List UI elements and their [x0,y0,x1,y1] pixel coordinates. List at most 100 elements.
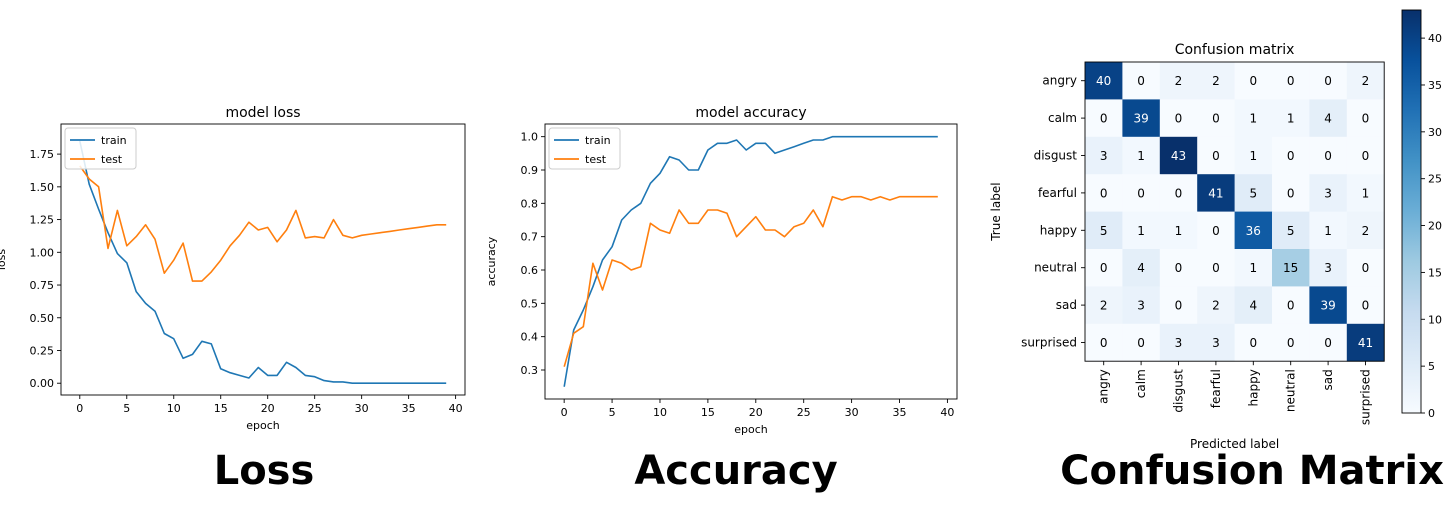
cell-value: 3 [1175,336,1183,350]
matrix-cell [1122,174,1161,212]
matrix-cell [1197,323,1235,362]
cell-value: 5 [1100,224,1108,238]
cell-value: 2 [1212,74,1220,88]
y-tick-label: 0.25 [30,344,55,357]
matrix-cell [1085,174,1123,212]
series-line-test [79,165,447,282]
cell-value: 0 [1175,299,1183,313]
matrix-cell [1346,136,1385,175]
colorbar-tick-label: 40 [1428,32,1442,45]
y-tick-label: 0.75 [30,279,55,292]
matrix-cell [1159,99,1198,138]
x-tick-label: 40 [940,406,954,419]
cell-value: 1 [1137,149,1145,163]
matrix-cell [1272,99,1310,138]
y-axis-label: True label [989,182,1003,241]
matrix-cell [1159,286,1198,325]
matrix-cell [1085,62,1123,100]
colorbar-tick-label: 35 [1428,79,1442,92]
matrix-cell [1309,99,1348,138]
colorbar-tick-label: 0 [1428,407,1435,420]
cell-value: 39 [1133,112,1148,126]
x-tick-label: surprised [1359,369,1373,425]
matrix-cell [1346,174,1385,212]
cell-value: 3 [1137,299,1145,313]
matrix-cell [1309,249,1348,287]
x-axis-label: Predicted label [1190,437,1279,451]
y-axis-label: loss [0,249,8,271]
x-tick-label: disgust [1172,369,1186,413]
accuracy-chart: model accuracy 0 5 10 15 20 25 30 35 40 0.3 0.4 0.5 0… [485,105,958,436]
cell-value: 1 [1137,224,1145,238]
cell-value: 0 [1287,186,1295,200]
cell-value: 0 [1287,149,1295,163]
cell-value: 0 [1362,112,1370,126]
cell-value: 0 [1212,112,1220,126]
matrix-cell [1346,99,1385,138]
cell-value: 43 [1171,149,1186,163]
matrix-cell [1272,136,1310,175]
cell-value: 0 [1137,74,1145,88]
cell-value: 1 [1249,112,1257,126]
cell-value: 0 [1362,149,1370,163]
matrix-cell [1234,99,1273,138]
matrix-cell [1122,99,1161,138]
x-tick-label: 25 [308,402,322,415]
series-line-test [563,195,938,367]
matrix-cell [1272,62,1310,100]
matrix-cell [1346,249,1385,287]
cell-value: 0 [1287,299,1295,313]
matrix-cell [1272,174,1310,212]
x-tick-label: fearful [1209,369,1223,408]
x-tick-label: happy [1246,369,1260,406]
plot-frame [60,123,466,396]
matrix-cell [1122,211,1161,250]
cell-value: 2 [1362,224,1370,238]
cell-value: 0 [1287,336,1295,350]
y-tick-label: 1.50 [30,181,55,194]
chart-title: model accuracy [695,105,806,121]
colorbar-tick-label: 5 [1428,360,1435,373]
matrix-cell [1272,323,1310,362]
legend: train test [548,127,621,170]
y-tick-label: 0.5 [521,297,539,310]
x-tick-label: neutral [1284,369,1298,412]
cell-value: 0 [1175,112,1183,126]
chart-title: Confusion matrix [1175,42,1295,58]
matrix-cell [1159,211,1198,250]
x-tick-label: calm [1134,369,1148,398]
matrix-cell [1346,62,1385,100]
cell-value: 0 [1324,149,1332,163]
cell-value: 1 [1175,224,1183,238]
x-tick-label: 15 [701,406,715,419]
matrix-cell [1159,323,1198,362]
y-tick-label: 0.3 [521,364,539,377]
x-tick-label: 0 [76,402,83,415]
matrix-cell [1272,249,1310,287]
cell-value: 3 [1212,336,1220,350]
matrix-cell [1085,211,1123,250]
x-tick-label: 30 [355,402,369,415]
y-tick-label: 1.75 [30,148,55,161]
y-axis-label: accuracy [485,236,498,286]
matrix-cell [1197,99,1235,138]
cell-value: 15 [1283,261,1298,275]
cell-value: 0 [1100,112,1108,126]
matrix-cell [1122,323,1161,362]
x-tick-label: 35 [402,402,416,415]
x-tick-label: 10 [653,406,667,419]
cell-value: 0 [1249,336,1257,350]
loss-caption: Loss [213,448,315,494]
matrix-cell [1272,286,1310,325]
matrix-cell [1197,136,1235,175]
x-tick-label: 15 [214,402,228,415]
cell-value: 0 [1324,74,1332,88]
matrix-cell [1309,62,1348,100]
cell-value: 4 [1324,112,1332,126]
cell-value: 3 [1324,186,1332,200]
cell-value: 5 [1249,186,1257,200]
matrix-cell [1309,323,1348,362]
matrix-cell [1234,323,1273,362]
cell-value: 4 [1137,261,1145,275]
matrix-cell [1309,211,1348,250]
